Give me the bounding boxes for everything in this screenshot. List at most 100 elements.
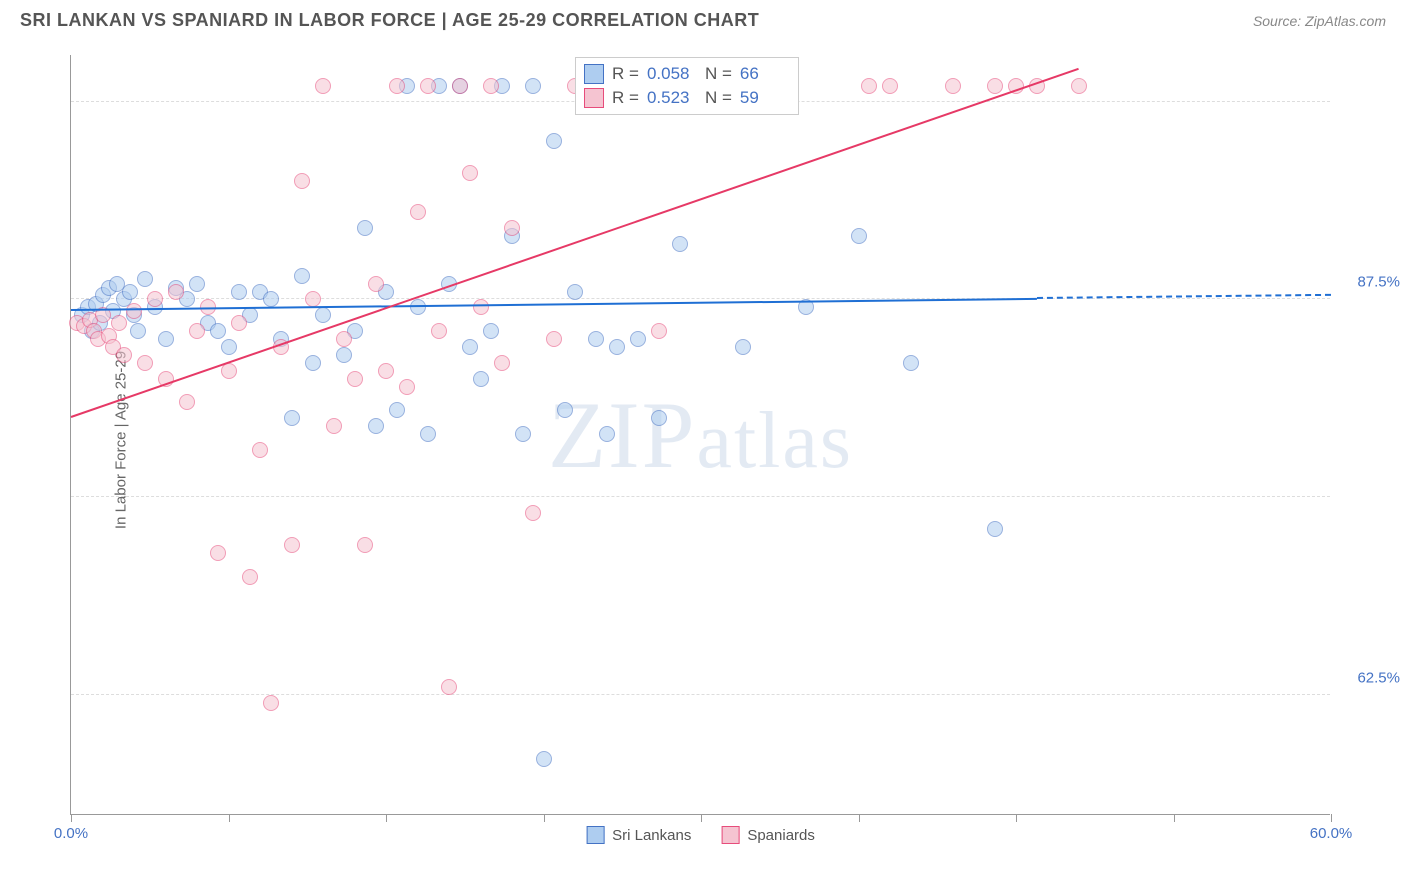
scatter-point [284, 537, 300, 553]
legend-swatch [721, 826, 739, 844]
scatter-point [483, 323, 499, 339]
scatter-point [389, 402, 405, 418]
scatter-point [452, 78, 468, 94]
scatter-point [368, 418, 384, 434]
scatter-point [672, 236, 688, 252]
chart-title: SRI LANKAN VS SPANIARD IN LABOR FORCE | … [20, 10, 759, 31]
scatter-point [122, 284, 138, 300]
scatter-point [420, 78, 436, 94]
scatter-point [179, 394, 195, 410]
stat-n-value: 66 [740, 64, 790, 84]
scatter-point [263, 695, 279, 711]
scatter-point [231, 284, 247, 300]
scatter-point [378, 363, 394, 379]
scatter-point [336, 347, 352, 363]
legend-swatch [584, 88, 604, 108]
scatter-point [609, 339, 625, 355]
scatter-point [210, 323, 226, 339]
scatter-point [137, 271, 153, 287]
scatter-point [189, 276, 205, 292]
stat-r-value: 0.523 [647, 88, 697, 108]
scatter-point [147, 291, 163, 307]
x-tick [1016, 814, 1017, 822]
x-tick [229, 814, 230, 822]
scatter-point [473, 299, 489, 315]
scatter-point [1071, 78, 1087, 94]
scatter-point [189, 323, 205, 339]
trend-line [71, 68, 1080, 418]
x-tick [1174, 814, 1175, 822]
legend-label: Sri Lankans [612, 827, 691, 844]
scatter-point [111, 315, 127, 331]
scatter-point [557, 402, 573, 418]
gridline [71, 694, 1330, 695]
scatter-point [945, 78, 961, 94]
watermark: ZIPatlas [548, 380, 853, 490]
scatter-point [130, 323, 146, 339]
scatter-point [462, 339, 478, 355]
chart-source: Source: ZipAtlas.com [1253, 13, 1386, 29]
stat-r-value: 0.058 [647, 64, 697, 84]
scatter-point [158, 331, 174, 347]
scatter-point [137, 355, 153, 371]
x-tick-label: 0.0% [54, 825, 88, 842]
scatter-point [546, 331, 562, 347]
scatter-point [735, 339, 751, 355]
stat-n-label: N = [705, 88, 732, 108]
scatter-point [336, 331, 352, 347]
scatter-point [294, 268, 310, 284]
stat-n-label: N = [705, 64, 732, 84]
scatter-point [231, 315, 247, 331]
scatter-point [221, 339, 237, 355]
scatter-point [305, 291, 321, 307]
plot-area: ZIPatlas 62.5%87.5%0.0%60.0%R =0.058N =6… [70, 55, 1330, 815]
scatter-point [315, 78, 331, 94]
scatter-point [242, 569, 258, 585]
scatter-point [515, 426, 531, 442]
scatter-point [420, 426, 436, 442]
scatter-point [305, 355, 321, 371]
scatter-point [987, 78, 1003, 94]
scatter-point [651, 323, 667, 339]
x-tick [386, 814, 387, 822]
x-tick [71, 814, 72, 822]
scatter-point [441, 679, 457, 695]
scatter-point [210, 545, 226, 561]
x-tick [1331, 814, 1332, 822]
scatter-point [882, 78, 898, 94]
chart-header: SRI LANKAN VS SPANIARD IN LABOR FORCE | … [0, 0, 1406, 36]
scatter-point [326, 418, 342, 434]
scatter-point [536, 751, 552, 767]
scatter-point [483, 78, 499, 94]
scatter-point [357, 220, 373, 236]
stats-legend: R = 0.058 N = 66 R = 0.523 N = 59 [575, 57, 799, 115]
scatter-point [294, 173, 310, 189]
x-tick [859, 814, 860, 822]
chart-container: In Labor Force | Age 25-29 ZIPatlas 62.5… [50, 45, 1390, 835]
legend-bottom: Sri Lankans Spaniards [586, 826, 815, 844]
scatter-point [368, 276, 384, 292]
y-tick-label: 62.5% [1357, 670, 1400, 687]
scatter-point [987, 521, 1003, 537]
scatter-point [389, 78, 405, 94]
x-tick [544, 814, 545, 822]
legend-item: Spaniards [721, 826, 815, 844]
stats-row: R = 0.523 N = 59 [584, 86, 790, 110]
scatter-point [116, 347, 132, 363]
scatter-point [473, 371, 489, 387]
stat-n-value: 59 [740, 88, 790, 108]
scatter-point [525, 505, 541, 521]
scatter-point [546, 133, 562, 149]
scatter-point [410, 299, 426, 315]
scatter-point [903, 355, 919, 371]
scatter-point [861, 78, 877, 94]
scatter-point [410, 204, 426, 220]
scatter-point [284, 410, 300, 426]
stat-r-label: R = [612, 64, 639, 84]
scatter-point [462, 165, 478, 181]
legend-label: Spaniards [747, 827, 815, 844]
legend-swatch [586, 826, 604, 844]
stat-r-label: R = [612, 88, 639, 108]
scatter-point [599, 426, 615, 442]
scatter-point [357, 537, 373, 553]
